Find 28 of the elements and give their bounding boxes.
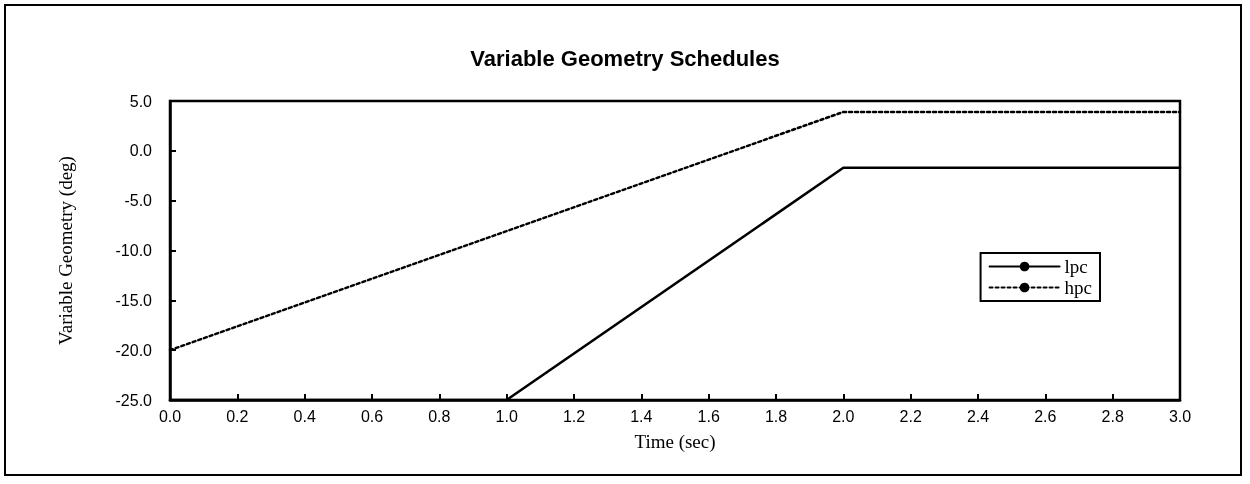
legend-label: hpc (1064, 277, 1092, 298)
x-tick-label: 0.2 (226, 407, 249, 425)
y-tick-label: -20.0 (115, 341, 153, 359)
x-tick-label: 2.4 (966, 407, 990, 425)
x-tick-label: 2.8 (1101, 407, 1124, 425)
y-tick-label: 5.0 (129, 92, 153, 110)
x-tick-label: 0.8 (428, 407, 451, 425)
x-tick-label: 2.0 (832, 407, 855, 425)
x-tick-label: 0.6 (360, 407, 384, 425)
x-tick-label: 1.0 (495, 407, 518, 425)
x-tick-label: 2.2 (899, 407, 922, 425)
x-tick-label: 1.2 (562, 407, 586, 425)
x-tick-label: 2.6 (1034, 407, 1057, 425)
y-tick-label: -15.0 (115, 291, 153, 309)
chart-title: Variable Geometry Schedules (470, 45, 780, 71)
x-tick-label: 0.0 (158, 407, 182, 425)
y-tick-label: -10.0 (115, 242, 153, 259)
x-axis-title: Time (sec) (634, 431, 716, 453)
legend-label: lpc (1064, 256, 1088, 277)
x-tick-label: 1.6 (697, 407, 720, 425)
y-tick-label: -5.0 (124, 192, 153, 210)
y-axis-title: Variable Geometry (deg) (55, 156, 77, 345)
x-tick-label: 1.8 (764, 407, 788, 425)
x-tick-label: 1.4 (630, 407, 653, 425)
x-tick-label: 3.0 (1168, 407, 1192, 425)
x-tick-label: 0.4 (293, 407, 316, 425)
y-tick-label: -25.0 (115, 391, 153, 409)
y-tick-label: 0.0 (129, 142, 153, 160)
